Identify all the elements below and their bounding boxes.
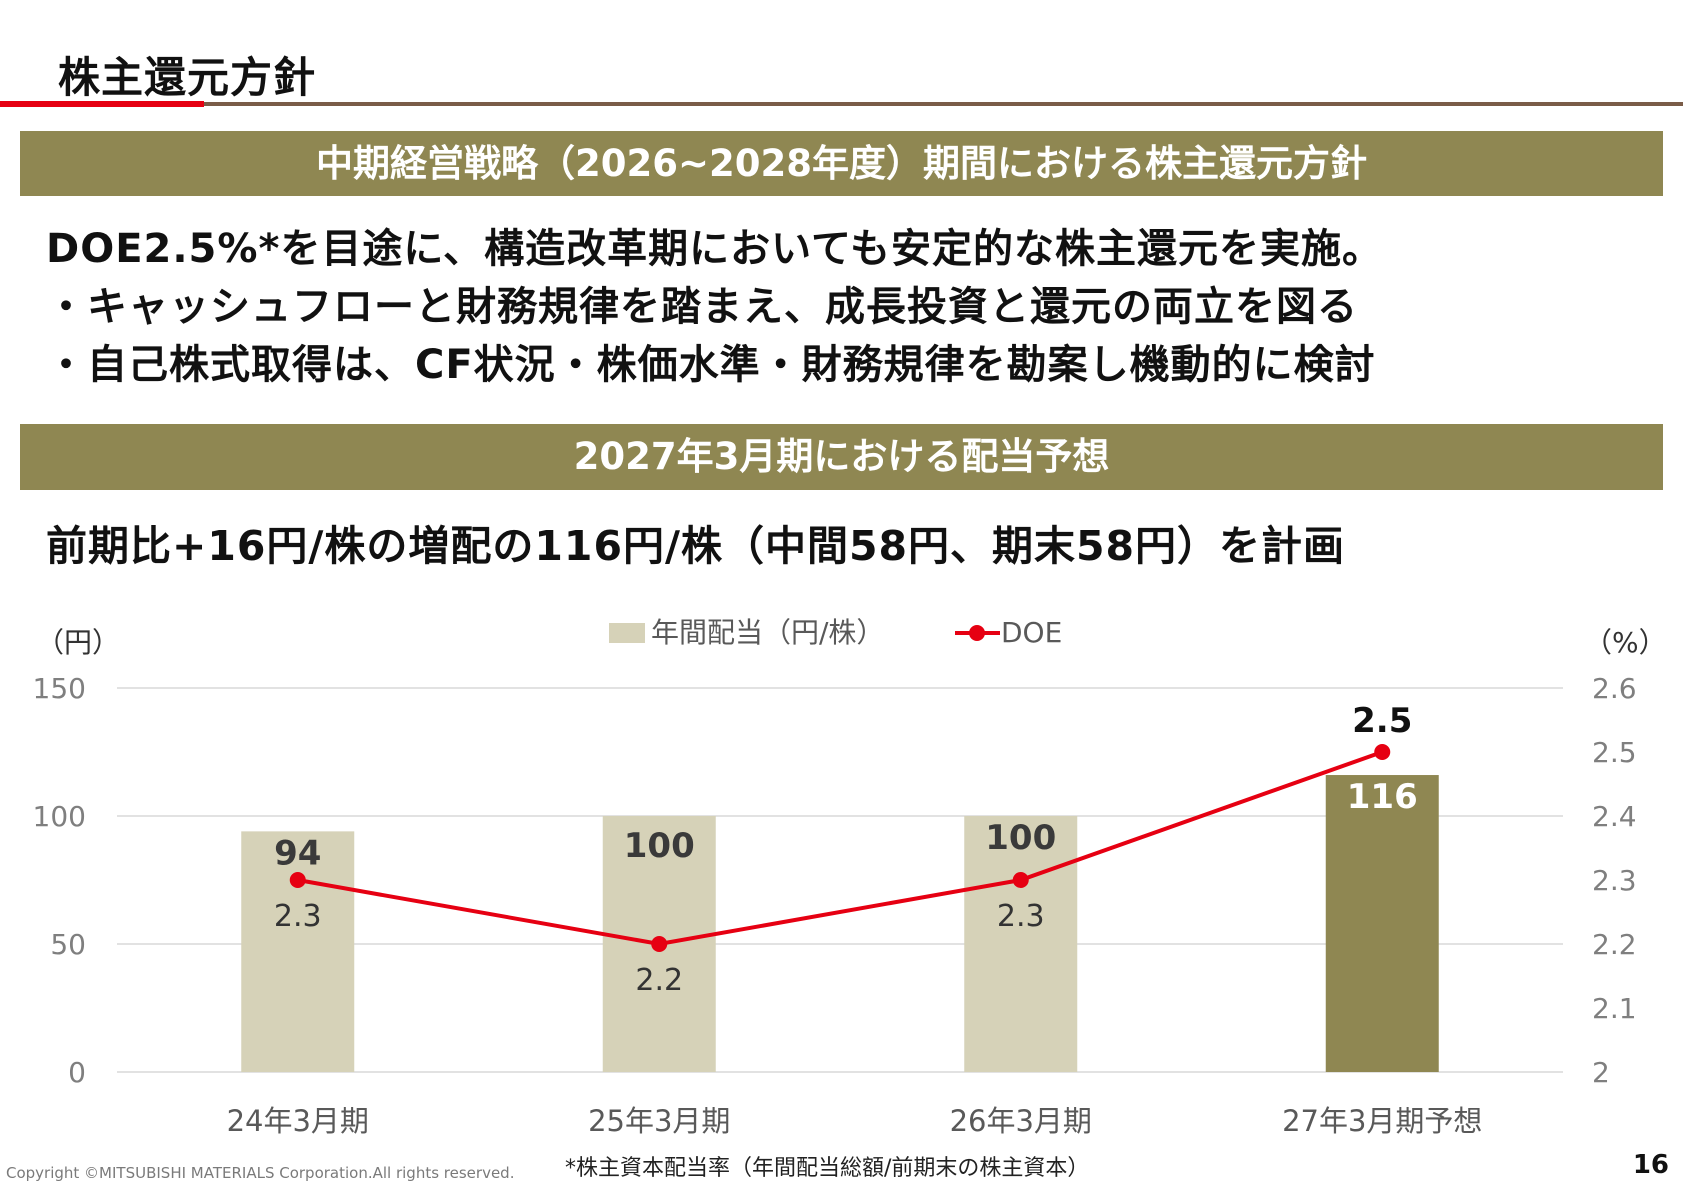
legend-line-label: DOE — [1001, 616, 1062, 649]
y-left-tick-label: 0 — [68, 1056, 86, 1089]
doe-point — [1374, 744, 1391, 760]
x-category-label: 24年3月期 — [227, 1104, 369, 1138]
policy-line-buyback: ・自己株式取得は、CF状況・株価水準・財務規律を勘案し機動的に検討 — [46, 342, 1376, 388]
y-right-tick-label: 2.4 — [1592, 800, 1637, 833]
dividend-bar-label: 94 — [274, 833, 321, 873]
dividend-bar-label: 100 — [985, 818, 1056, 858]
doe-point-label: 2.3 — [997, 899, 1045, 934]
dividend-bar-label: 100 — [624, 826, 695, 866]
legend-bar-label: 年間配当（円/株） — [651, 616, 884, 649]
x-category-label: 27年3月期予想 — [1282, 1104, 1482, 1138]
title-accent-rule — [0, 101, 204, 107]
legend-bar-swatch — [609, 623, 645, 643]
dividend-bar — [1325, 775, 1439, 1072]
y-right-tick-label: 2.5 — [1592, 736, 1637, 769]
policy-line-doe: DOE2.5%*を目途に、構造改革期においても安定的な株主還元を実施。 — [46, 226, 1383, 272]
x-category-label: 25年3月期 — [588, 1104, 730, 1138]
doe-point — [289, 872, 306, 888]
y-left-unit: （円） — [36, 626, 120, 659]
y-right-tick-label: 2.6 — [1592, 672, 1637, 705]
y-left-tick-label: 150 — [33, 672, 86, 705]
y-left-tick-label: 50 — [50, 928, 86, 961]
page-number: 16 — [1632, 1150, 1669, 1180]
dividend-doe-chart: 0 50 100 150 2 2.1 2.2 2.3 2.4 2.5 2.6 （円） （%） 年間配当（円… — [33, 616, 1667, 1138]
dividend-bar — [964, 816, 1078, 1072]
y-right-tick-label: 2.3 — [1592, 864, 1637, 897]
legend-line-marker — [969, 625, 985, 641]
y-right-tick-label: 2 — [1592, 1056, 1610, 1089]
x-category-label: 26年3月期 — [950, 1104, 1092, 1138]
copyright: Copyright ©MITSUBISHI MATERIALS Corporat… — [6, 1164, 515, 1182]
dividend-headline: 前期比+16円/株の増配の116円/株（中間58円、期末58円）を計画 — [46, 522, 1346, 570]
doe-point-label: 2.5 — [1352, 701, 1412, 741]
doe-point — [1012, 872, 1029, 888]
doe-point — [651, 936, 668, 952]
y-right-tick-label: 2.1 — [1592, 992, 1637, 1025]
dividend-bar — [241, 831, 355, 1072]
doe-point-label: 2.2 — [635, 963, 683, 998]
doe-footnote: *株主資本配当率（年間配当総額/前期末の株主資本） — [565, 1156, 1090, 1181]
dividend-bar-label: 116 — [1347, 777, 1418, 817]
y-right-unit: （%） — [1584, 626, 1667, 659]
policy-line-cashflow: ・キャッシュフローと財務規律を踏まえ、成長投資と還元の両立を図る — [46, 284, 1358, 330]
page-title: 株主還元方針 — [58, 53, 317, 102]
doe-point-label: 2.3 — [274, 899, 322, 934]
doe-line — [297, 750, 1383, 947]
y-right-tick-label: 2.2 — [1592, 928, 1637, 961]
policy-section-header: 中期経営戦略（2026~2028年度）期間における株主還元方針 — [20, 131, 1663, 196]
y-left-tick-label: 100 — [33, 800, 86, 833]
dividend-section-header: 2027年3月期における配当予想 — [20, 424, 1663, 490]
title-divider — [204, 102, 1683, 106]
